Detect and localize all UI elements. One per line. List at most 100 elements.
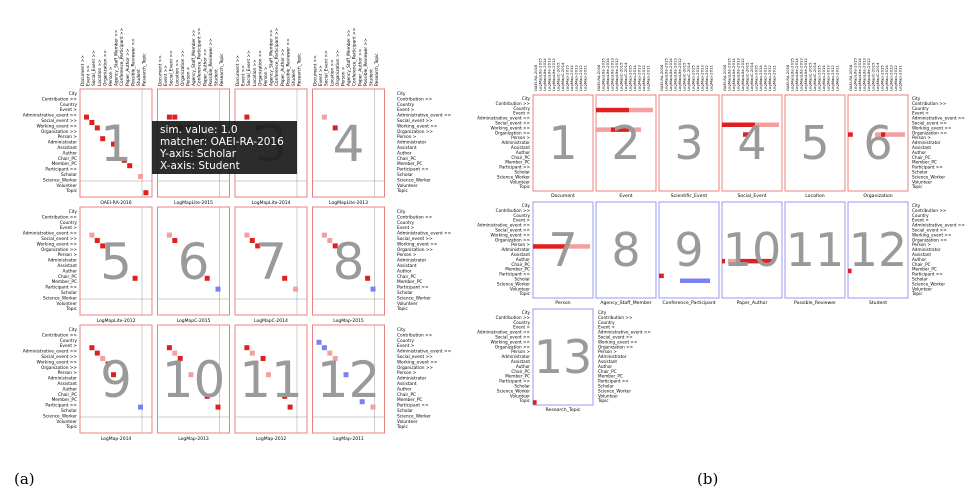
row-label-right: Person > <box>912 135 931 140</box>
cell-mark <box>533 244 566 249</box>
row-label-right: Member_PC <box>397 397 422 403</box>
row-label: Participant >> <box>45 403 77 409</box>
column-label: Social_Event >> <box>324 50 330 86</box>
cell-mark <box>611 127 629 132</box>
cell-mark <box>596 127 611 132</box>
column-label: LogMapC-2015 <box>745 62 750 91</box>
panel-label: Paper_Author <box>737 300 768 306</box>
column-label: LogMap-2015 <box>628 65 633 91</box>
row-label-right: Person > <box>397 370 417 376</box>
cell-mark <box>244 114 250 120</box>
panel-b-4: 4 Social_Event <box>721 94 783 199</box>
column-label: LogMapC-2014 <box>686 62 691 91</box>
column-label: LogMapLite-2012 <box>614 58 619 91</box>
column-label: Student <box>136 69 142 86</box>
column-label: LogMap-2012 <box>830 65 835 91</box>
column-label: Organization >> <box>257 50 263 86</box>
cell-mark <box>204 393 210 399</box>
panel-number: 1 <box>548 116 577 170</box>
panel-1: 1 OAEI-RA-2016 <box>79 88 153 206</box>
column-label: Student <box>214 69 220 86</box>
panel-frame <box>595 94 657 192</box>
row-label: Working_event >> <box>491 339 531 344</box>
column-label: Agency_Staff_Member >> <box>269 29 275 86</box>
panel-number: 11 <box>239 351 303 409</box>
column-label: Event >> <box>318 65 324 86</box>
row-label-right: Country <box>598 320 615 325</box>
panel-frame <box>157 206 230 316</box>
row-label: Assistant <box>57 145 77 151</box>
cell-mark <box>365 275 371 281</box>
row-label-right: Working_event >> <box>397 123 438 129</box>
row-label-right: Administrative_event >> <box>598 330 651 335</box>
column-label: LogMapLite-2012 <box>803 58 808 91</box>
row-label: Science_Worker <box>43 413 77 419</box>
row-label-right: Science_Worker <box>397 177 431 183</box>
row-label: Administrative_event >> <box>477 330 530 335</box>
column-label: LogMapC-2014 <box>623 62 628 91</box>
column-label: LogMapLite-2015 <box>601 58 606 91</box>
cell-mark <box>875 132 905 137</box>
row-label-right: Scholar <box>397 408 413 414</box>
cell-mark <box>249 350 255 356</box>
row-label-right: Science_Worker <box>912 174 945 179</box>
row-label: Country <box>60 220 78 226</box>
row-label-right: Administrator <box>598 354 627 359</box>
cell-mark <box>755 122 779 127</box>
cell-mark <box>105 361 111 367</box>
cell-mark <box>111 372 116 378</box>
column-label: LogMapC-2014 <box>875 62 880 91</box>
row-label: Administrator <box>501 247 530 252</box>
column-label: LogMapLite-2013 <box>862 58 867 91</box>
row-label: Member_PC <box>52 397 77 403</box>
column-label: LogMap-2012 <box>641 65 646 91</box>
row-label: Science_Worker <box>43 177 77 183</box>
column-label: LogMapLite-2014 <box>731 58 736 91</box>
panel-label: Organization <box>863 193 892 199</box>
column-label: LogMapLite-2014 <box>605 58 610 91</box>
column-label: LogMapLite-2013 <box>547 58 552 91</box>
panel-b-8: 8 Agency_Staff_Member <box>595 201 657 306</box>
row-label: Topic <box>65 424 77 430</box>
row-label: Organization >> <box>41 247 77 253</box>
column-label: LogMapLite-2014 <box>668 58 673 91</box>
panel-number: 5 <box>100 233 132 291</box>
column-label: LogMap-2014 <box>569 65 574 91</box>
column-label: LogMapC-2015 <box>871 62 876 91</box>
row-label: Contribution >> <box>496 315 531 320</box>
row-label-right: Author <box>397 268 412 274</box>
cell-mark <box>327 238 333 243</box>
cell-mark <box>566 244 590 249</box>
row-label: Participant >> <box>45 285 77 291</box>
row-label: Event > <box>60 107 78 113</box>
panel-number: 4 <box>333 115 365 173</box>
row-label: Volunteer <box>510 393 530 398</box>
panel-number: 7 <box>255 233 287 291</box>
cell-mark <box>188 372 194 378</box>
row-label: Member_PC <box>505 267 530 272</box>
row-label-right: Country <box>397 220 415 226</box>
row-label-right: Member_PC <box>912 267 937 272</box>
panel-frame <box>658 201 720 299</box>
column-label: Document >> <box>235 55 241 86</box>
cell-mark <box>204 275 210 281</box>
row-label: Science_Worker <box>497 174 530 179</box>
row-label-right: Chair_PC <box>397 392 416 398</box>
row-label: Administrator <box>48 140 78 146</box>
row-label: Person > <box>511 135 530 140</box>
cell-mark <box>138 404 143 410</box>
panel-label: LogMapLite-2015 <box>174 200 213 206</box>
column-label: Agency_Staff_Member >> <box>191 29 197 86</box>
column-label: LogMapLite-2012 <box>740 58 745 91</box>
row-label-right: Participant >> <box>912 272 943 277</box>
row-label-right: Participant >> <box>397 285 429 291</box>
row-label: Volunteer <box>56 419 77 425</box>
column-label: LogMap-2013 <box>574 65 579 91</box>
column-label: Agency_Staff_Member >> <box>114 29 120 86</box>
row-label: Scholar <box>514 170 530 175</box>
cell-mark <box>166 345 172 351</box>
column-label: LogMap-2014 <box>695 65 700 91</box>
row-label: Participant >> <box>499 379 530 384</box>
row-label: Contribution >> <box>496 101 531 106</box>
row-label-right: Assistant <box>598 359 617 364</box>
